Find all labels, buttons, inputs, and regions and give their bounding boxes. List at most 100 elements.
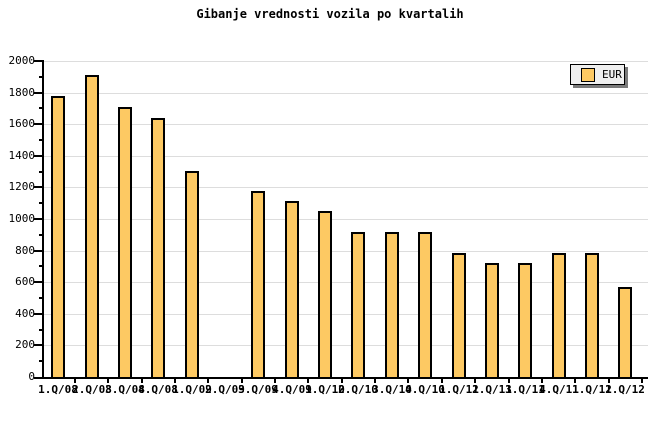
x-axis-tick xyxy=(641,377,643,383)
gridline-600 xyxy=(44,282,648,283)
x-axis-tick xyxy=(574,377,576,383)
legend-label: EUR xyxy=(602,68,622,81)
gridline-1000 xyxy=(44,219,648,220)
bar-4.Q/09 xyxy=(285,201,299,377)
y-axis-label: 200 xyxy=(15,338,35,351)
bar-3.Q/11 xyxy=(518,263,532,377)
x-axis-label: 3.Q/11 xyxy=(505,383,545,396)
chart-title: Gibanje vrednosti vozila po kvartalih xyxy=(196,7,464,21)
legend-swatch-icon xyxy=(581,67,595,82)
x-axis-tick xyxy=(241,377,243,383)
y-axis-label: 0 xyxy=(28,370,35,383)
x-axis-label: 4.Q/11 xyxy=(539,383,579,396)
bar-3.Q/09 xyxy=(251,191,265,377)
x-axis-label: 2.Q/10 xyxy=(338,383,378,396)
x-axis-tick xyxy=(74,377,76,383)
bar-1.Q/12 xyxy=(585,253,599,377)
x-axis-tick xyxy=(407,377,409,383)
bar-2.Q/08 xyxy=(85,75,99,377)
y-axis-major-tick xyxy=(34,281,44,283)
y-axis-minor-tick xyxy=(39,202,44,204)
x-axis-label: 1.Q/11 xyxy=(439,383,479,396)
y-axis-label: 600 xyxy=(15,275,35,288)
bar-2.Q/11 xyxy=(485,263,499,377)
x-axis-tick xyxy=(474,377,476,383)
gridline-1200 xyxy=(44,187,648,188)
x-axis-tick xyxy=(274,377,276,383)
bar-3.Q/10 xyxy=(385,232,399,377)
bar-4.Q/10 xyxy=(418,232,432,377)
x-axis-label: 3.Q/10 xyxy=(372,383,412,396)
y-axis-major-tick xyxy=(34,155,44,157)
gridline-200 xyxy=(44,345,648,346)
y-axis-label: 1800 xyxy=(8,86,36,99)
y-axis-minor-tick xyxy=(39,297,44,299)
x-axis-tick xyxy=(207,377,209,383)
y-axis-major-tick xyxy=(34,218,44,220)
x-axis-tick xyxy=(141,377,143,383)
x-axis-label: 3.Q/08 xyxy=(105,383,145,396)
y-axis-label: 1400 xyxy=(8,149,36,162)
bar-1.Q/11 xyxy=(452,253,466,377)
y-axis-minor-tick xyxy=(39,360,44,362)
gridline-1800 xyxy=(44,93,648,94)
x-axis-tick xyxy=(541,377,543,383)
x-axis-label: 2.Q/11 xyxy=(472,383,512,396)
x-axis-label: 1.Q/09 xyxy=(172,383,212,396)
gridline-2000 xyxy=(44,61,648,62)
y-axis-major-tick xyxy=(34,123,44,125)
x-axis-tick xyxy=(107,377,109,383)
x-axis-label: 2.Q/08 xyxy=(72,383,112,396)
y-axis-label: 1200 xyxy=(8,180,36,193)
y-axis-minor-tick xyxy=(39,234,44,236)
y-axis-minor-tick xyxy=(39,139,44,141)
bar-1.Q/12 xyxy=(618,287,632,377)
y-axis-minor-tick xyxy=(39,76,44,78)
bar-1.Q/10 xyxy=(318,211,332,377)
x-axis-label: 4.Q/10 xyxy=(405,383,445,396)
gridline-1600 xyxy=(44,124,648,125)
x-axis-tick xyxy=(441,377,443,383)
y-axis-major-tick xyxy=(34,250,44,252)
y-axis-label: 2000 xyxy=(8,54,36,67)
y-axis-major-tick xyxy=(34,313,44,315)
y-axis-minor-tick xyxy=(39,265,44,267)
x-axis-label: 3.Q/09 xyxy=(238,383,278,396)
gridline-1400 xyxy=(44,156,648,157)
x-axis-tick xyxy=(341,377,343,383)
x-axis-label: 1.Q/10 xyxy=(305,383,345,396)
x-axis-tick xyxy=(374,377,376,383)
y-axis-label: 1600 xyxy=(8,117,36,130)
legend-box: EUR xyxy=(570,64,625,85)
x-axis-label: 1.Q/12 xyxy=(605,383,645,396)
bar-4.Q/11 xyxy=(552,253,566,377)
x-axis-label: 4.Q/09 xyxy=(272,383,312,396)
y-axis-minor-tick xyxy=(39,171,44,173)
y-axis-minor-tick xyxy=(39,329,44,331)
x-axis-label: 4.Q/08 xyxy=(138,383,178,396)
x-axis-label: 1.Q/08 xyxy=(38,383,78,396)
x-axis-tick xyxy=(608,377,610,383)
bar-3.Q/08 xyxy=(118,107,132,377)
y-axis-major-tick xyxy=(34,60,44,62)
x-axis-label: 1.Q/12 xyxy=(572,383,612,396)
y-axis-major-tick xyxy=(34,377,44,379)
bar-1.Q/09 xyxy=(185,171,199,377)
x-axis-tick xyxy=(307,377,309,383)
x-axis-label: 2.Q/09 xyxy=(205,383,245,396)
y-axis-minor-tick xyxy=(39,107,44,109)
plot-area: 0 200 400 600 800 1000 1200 1400 1600 1800 2000 1.Q… xyxy=(9,55,648,395)
y-axis-major-tick xyxy=(34,344,44,346)
y-axis-major-tick xyxy=(34,92,44,94)
gridline-800 xyxy=(44,251,648,252)
x-axis-tick xyxy=(508,377,510,383)
x-axis-tick xyxy=(174,377,176,383)
bar-4.Q/08 xyxy=(151,118,165,377)
y-axis-label: 400 xyxy=(15,307,35,320)
bar-2.Q/10 xyxy=(351,232,365,377)
gridline-400 xyxy=(44,314,648,315)
y-axis-major-tick xyxy=(34,186,44,188)
y-axis-label: 800 xyxy=(15,244,35,257)
y-axis-label: 1000 xyxy=(8,212,36,225)
